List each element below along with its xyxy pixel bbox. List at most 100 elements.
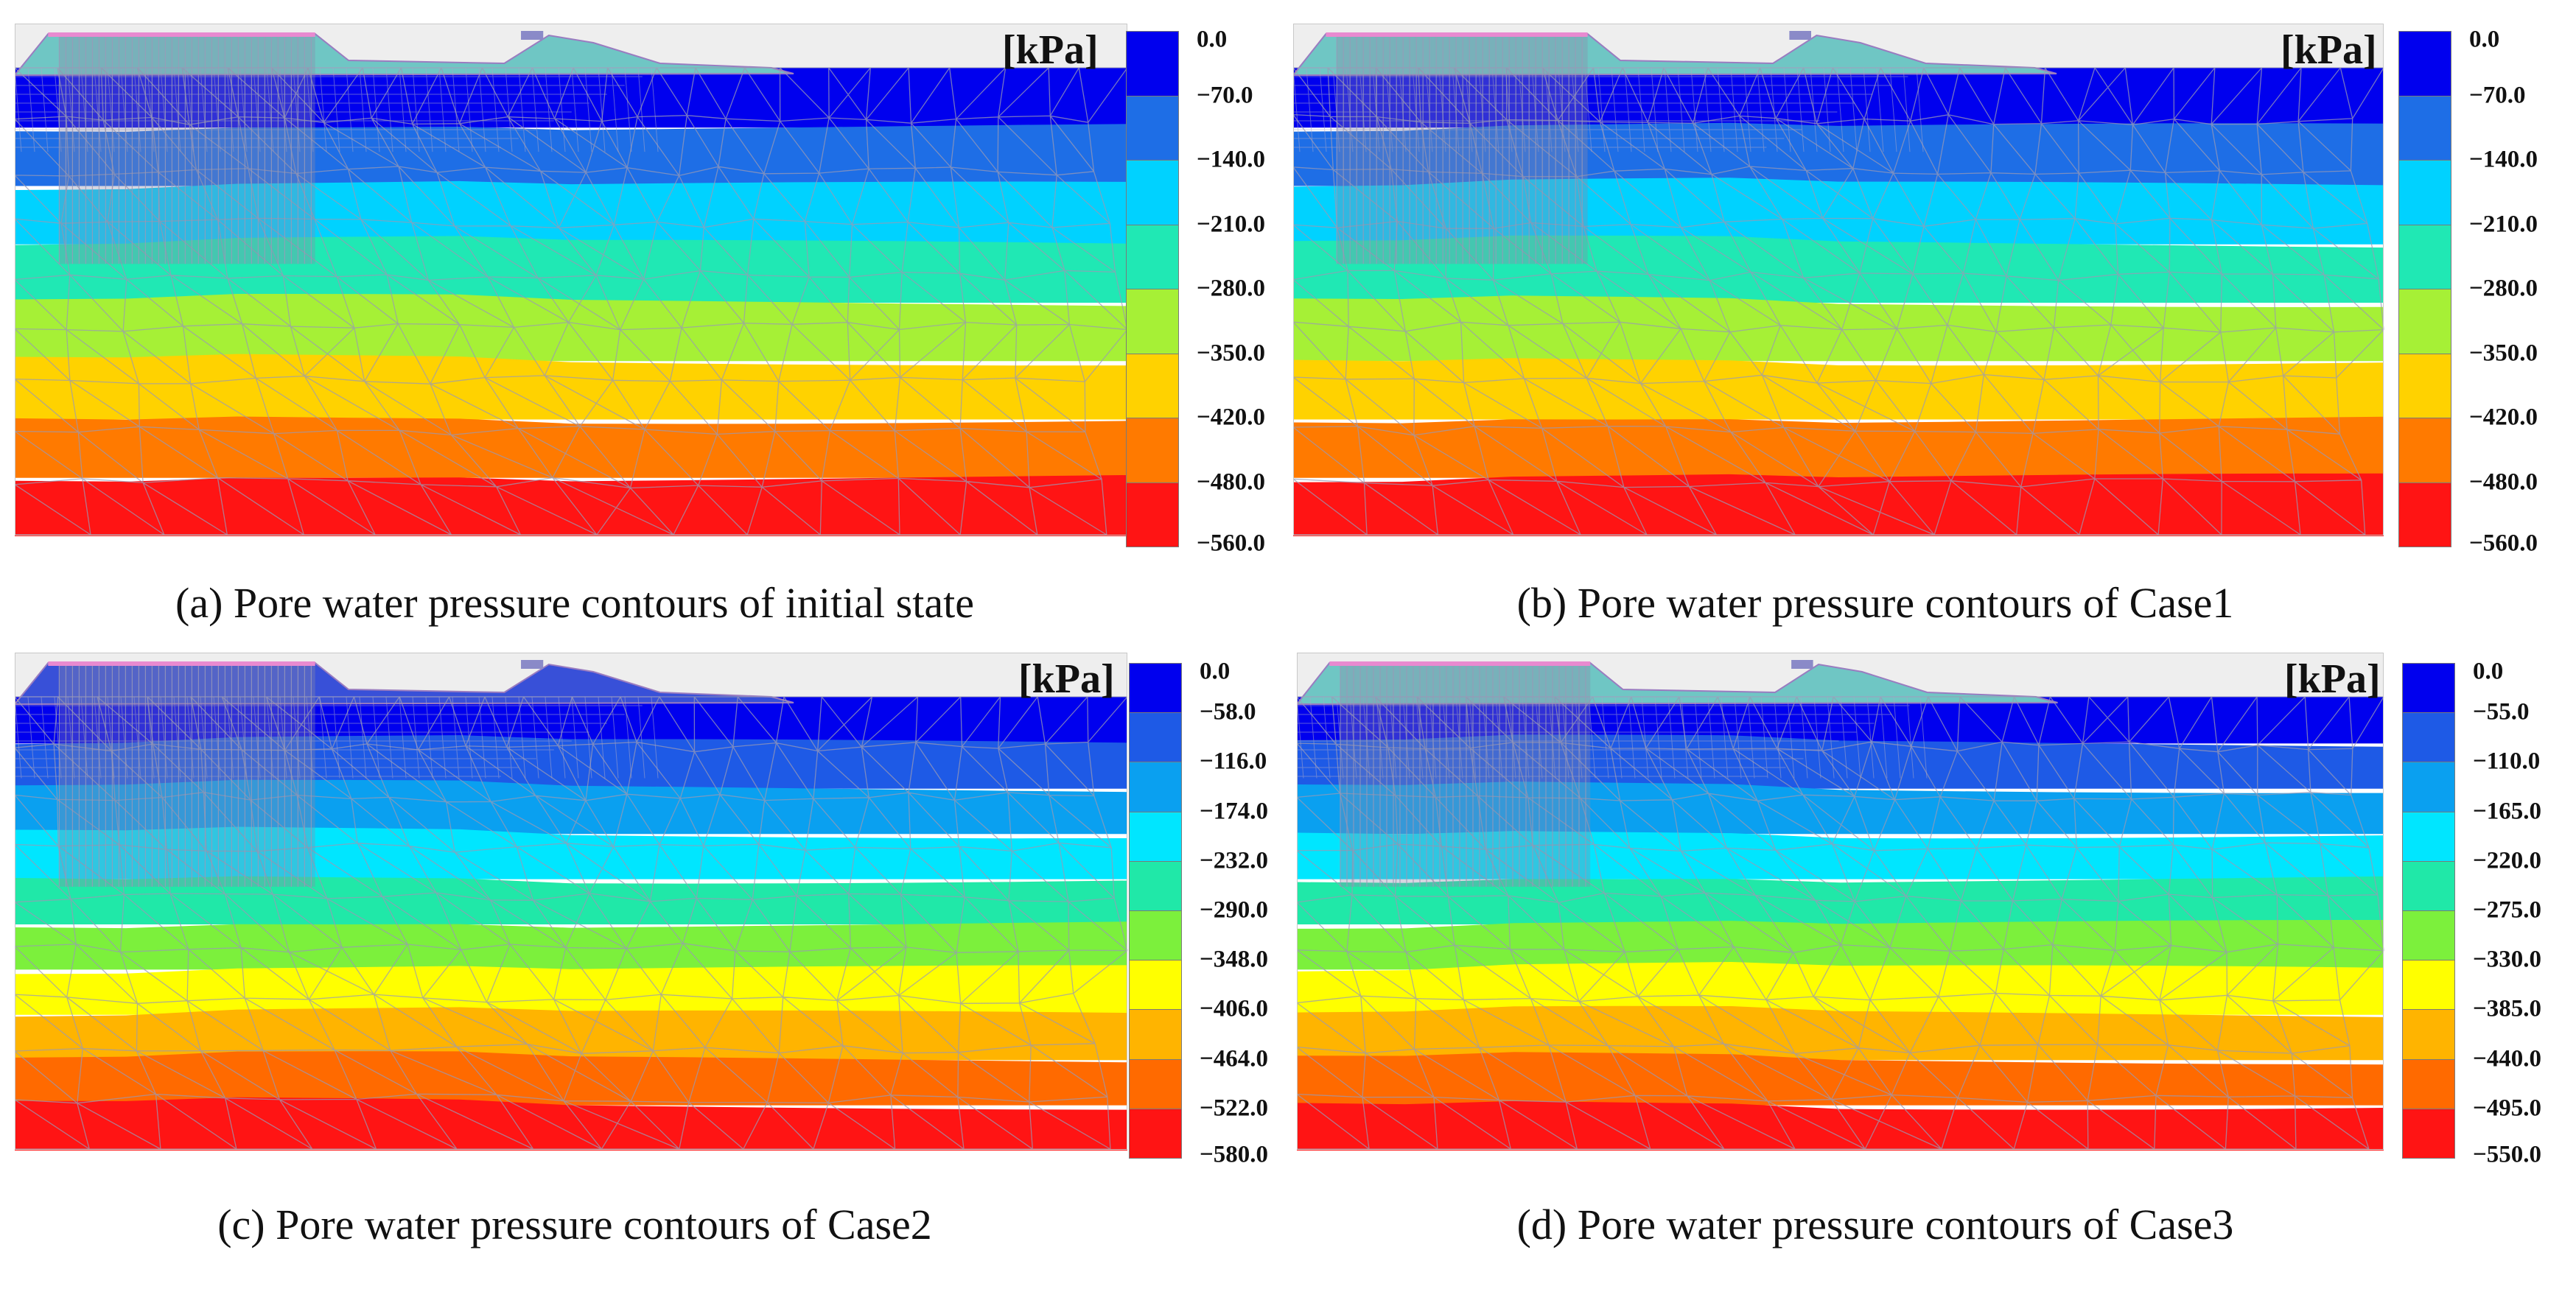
legend-tick-label: −464.0 [1200, 1045, 1269, 1072]
contour-plot [15, 24, 1128, 536]
drain-lines [58, 37, 312, 264]
legend-tick-label: −280.0 [2469, 275, 2538, 302]
legend-tick-label: 0.0 [2473, 658, 2504, 685]
panel-caption: (d) Pore water pressure contours of Case… [1516, 1201, 2234, 1248]
legend-tick-label: 0.0 [1200, 658, 1231, 685]
legend-swatch [2402, 712, 2455, 763]
panel-case3: [kPa] 0.0 −55.0 −110.0 −165.0 −220.0 −275.0 −3… [1297, 653, 2576, 1289]
pressure-band [1297, 831, 2384, 879]
legend-swatch [1126, 31, 1179, 96]
unit-label: [kPa] [1002, 27, 1099, 73]
legend-tick-label: −70.0 [2469, 82, 2526, 108]
legend-tick-label: −350.0 [1197, 340, 1266, 366]
pressure-band [1297, 962, 2384, 1015]
legend-tick-label: −480.0 [2469, 468, 2538, 495]
legend-swatch [1126, 482, 1179, 547]
legend-tick-label: −522.0 [1200, 1095, 1269, 1122]
legend-tick-label: −480.0 [1197, 468, 1266, 495]
drain-lines [58, 666, 312, 887]
legend-swatch [1129, 1009, 1182, 1060]
legend-swatch [2402, 1108, 2455, 1159]
plot-border [1297, 653, 2384, 1150]
pressure-band [1297, 1100, 2384, 1151]
embankment-crest [1329, 661, 1591, 666]
contour-plot [15, 653, 1128, 1151]
legend-tick-label: −58.0 [1200, 698, 1256, 726]
pressure-band [1293, 416, 2384, 478]
legend-tick-label: −116.0 [1200, 748, 1267, 775]
pressure-band [1293, 178, 2384, 245]
pressure-band [1293, 473, 2384, 536]
pressure-band [1293, 235, 2384, 303]
legend-swatch [1129, 663, 1182, 714]
panel-initial-state: [kPa] 0.0 −70.0 −140.0 −210.0 −280.0 −350.0 −4… [15, 24, 1297, 660]
pressure-band [15, 475, 1127, 536]
pressure-band [1293, 295, 2384, 362]
pressure-band [15, 921, 1127, 970]
pressure-band [15, 180, 1127, 245]
legend-tick-label: −275.0 [2473, 896, 2542, 924]
legend-tick-label: −140.0 [1197, 146, 1266, 173]
legend-tick-label: −174.0 [1200, 798, 1269, 825]
drain-lines [1336, 37, 1583, 264]
drain-zone [1337, 37, 1588, 264]
embankment-crest [1326, 32, 1588, 37]
legend-swatch [1129, 960, 1182, 1011]
legend-tick-label: −560.0 [2469, 530, 2538, 557]
pressure-band [1297, 876, 2384, 924]
legend-swatch [2402, 811, 2455, 862]
embankment-crest [48, 32, 315, 37]
legend-tick-label: −560.0 [1197, 530, 1266, 557]
pressure-band [1297, 782, 2384, 835]
legend-swatch [1129, 712, 1182, 763]
legend-swatch [2402, 1009, 2455, 1060]
legend-swatch [1126, 160, 1179, 225]
pressure-band [15, 68, 1127, 128]
legend-tick-label: −385.0 [2473, 995, 2542, 1022]
legend-tick-label: −350.0 [2469, 340, 2538, 366]
legend-swatch [1129, 860, 1182, 911]
legend-swatch [1129, 811, 1182, 862]
legend-swatch [2398, 160, 2451, 225]
legend-swatch [2398, 224, 2451, 289]
drain-zone [59, 37, 315, 264]
legend-swatch [2402, 960, 2455, 1011]
legend-swatch [2398, 482, 2451, 547]
pressure-band [15, 1051, 1127, 1106]
legend-tick-label: −550.0 [2473, 1141, 2542, 1168]
legend-swatch [2398, 95, 2451, 161]
legend-tick-label: −280.0 [1197, 275, 1266, 302]
unit-label: [kPa] [2284, 656, 2381, 702]
legend-swatch [2402, 910, 2455, 961]
legend-tick-label: 0.0 [1197, 26, 1228, 53]
legend-swatch [2402, 860, 2455, 911]
legend-tick-label: −420.0 [1197, 404, 1266, 431]
legend-tick-label: −580.0 [1200, 1141, 1269, 1168]
legend-tick-label: −330.0 [2473, 946, 2542, 973]
legend-swatch [2398, 418, 2451, 483]
legend-swatch [2398, 31, 2451, 96]
legend-swatch [2402, 663, 2455, 714]
pressure-band [15, 965, 1127, 1015]
legend-tick-label: −440.0 [2473, 1045, 2542, 1072]
unit-label: [kPa] [2281, 27, 2377, 73]
structure-marker [521, 31, 544, 40]
legend-swatch [1126, 95, 1179, 161]
pressure-band [1297, 1052, 2384, 1106]
plot-border [15, 653, 1127, 1150]
legend-tick-label: 0.0 [2469, 26, 2500, 53]
panel-caption: (a) Pore water pressure contours of init… [175, 579, 974, 627]
panel-caption: (b) Pore water pressure contours of Case… [1516, 579, 2234, 627]
legend-tick-label: −210.0 [1197, 211, 1266, 237]
legend-swatch [1129, 1108, 1182, 1159]
legend-tick-label: −220.0 [2473, 847, 2542, 874]
contour-plot [1297, 653, 2384, 1151]
pressure-band [15, 294, 1127, 362]
legend-tick-label: −406.0 [1200, 995, 1269, 1022]
unit-label: [kPa] [1018, 656, 1115, 702]
legend-swatch [1126, 224, 1179, 289]
legend-tick-label: −420.0 [2469, 404, 2538, 431]
plot-border [1293, 24, 2384, 535]
structure-marker [1789, 31, 1811, 40]
legend-swatch [2398, 353, 2451, 418]
